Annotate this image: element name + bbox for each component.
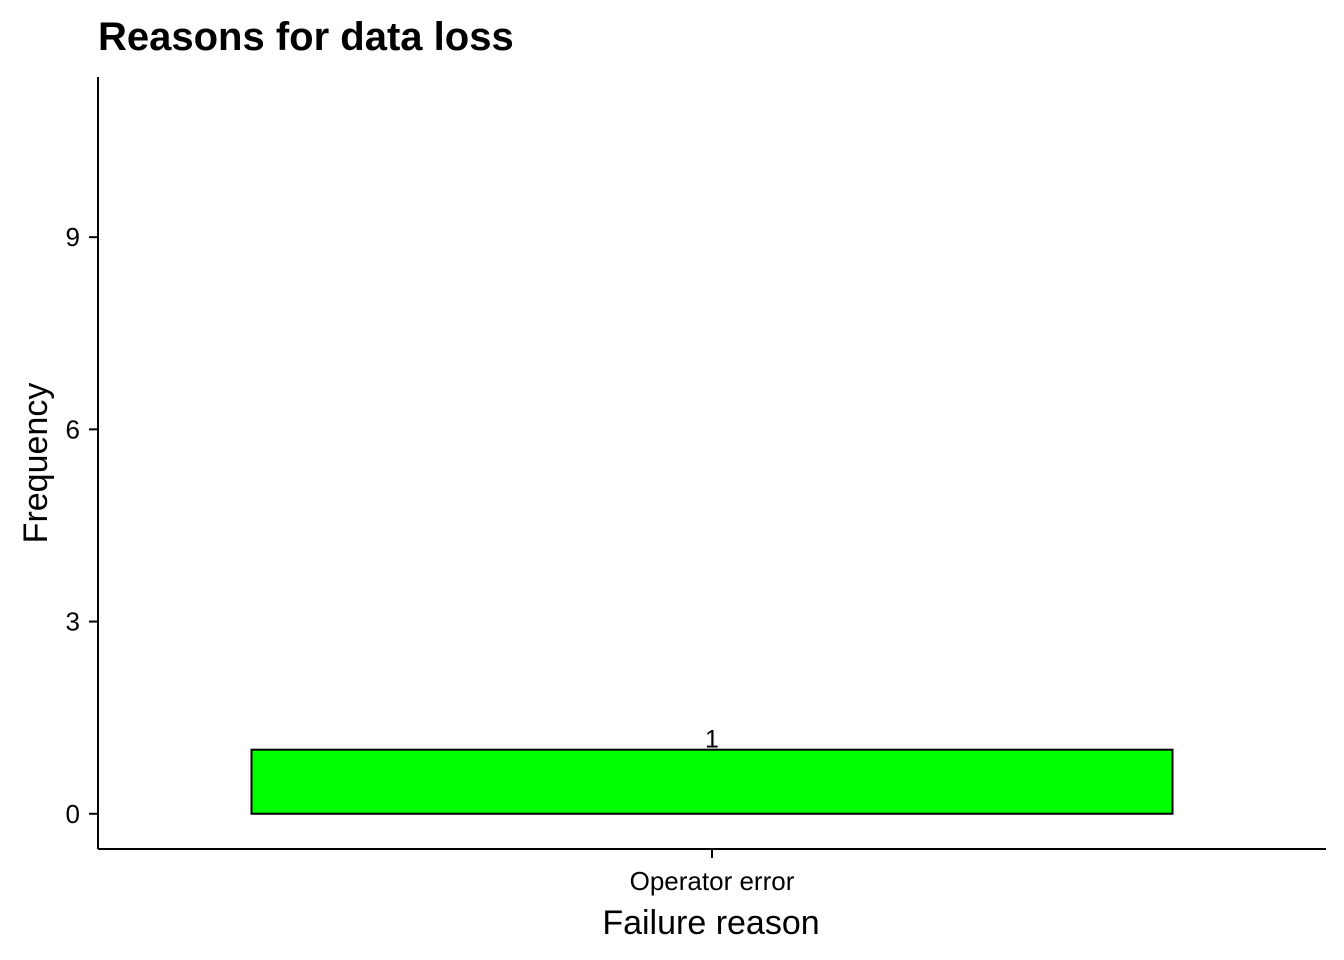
bar-operator-error	[250, 748, 1174, 815]
y-tick-label: 3	[66, 607, 80, 637]
plot-area: 1	[250, 726, 1174, 815]
data-labels-group: 1	[705, 726, 719, 754]
x-tick-label: Operator error	[630, 866, 795, 896]
y-tick-label: 0	[66, 799, 80, 829]
y-tick-label: 6	[66, 414, 80, 444]
x-axis-ticks: Operator error	[630, 849, 795, 896]
bar-data-label: 1	[705, 726, 719, 754]
bars-group	[250, 748, 1174, 815]
y-axis-title: Frequency	[17, 383, 55, 544]
chart-title: Reasons for data loss	[98, 15, 514, 59]
y-axis-ticks: 0 3 6 9	[66, 222, 98, 829]
y-tick-label: 9	[66, 222, 80, 252]
x-axis-title: Failure reason	[602, 904, 819, 942]
